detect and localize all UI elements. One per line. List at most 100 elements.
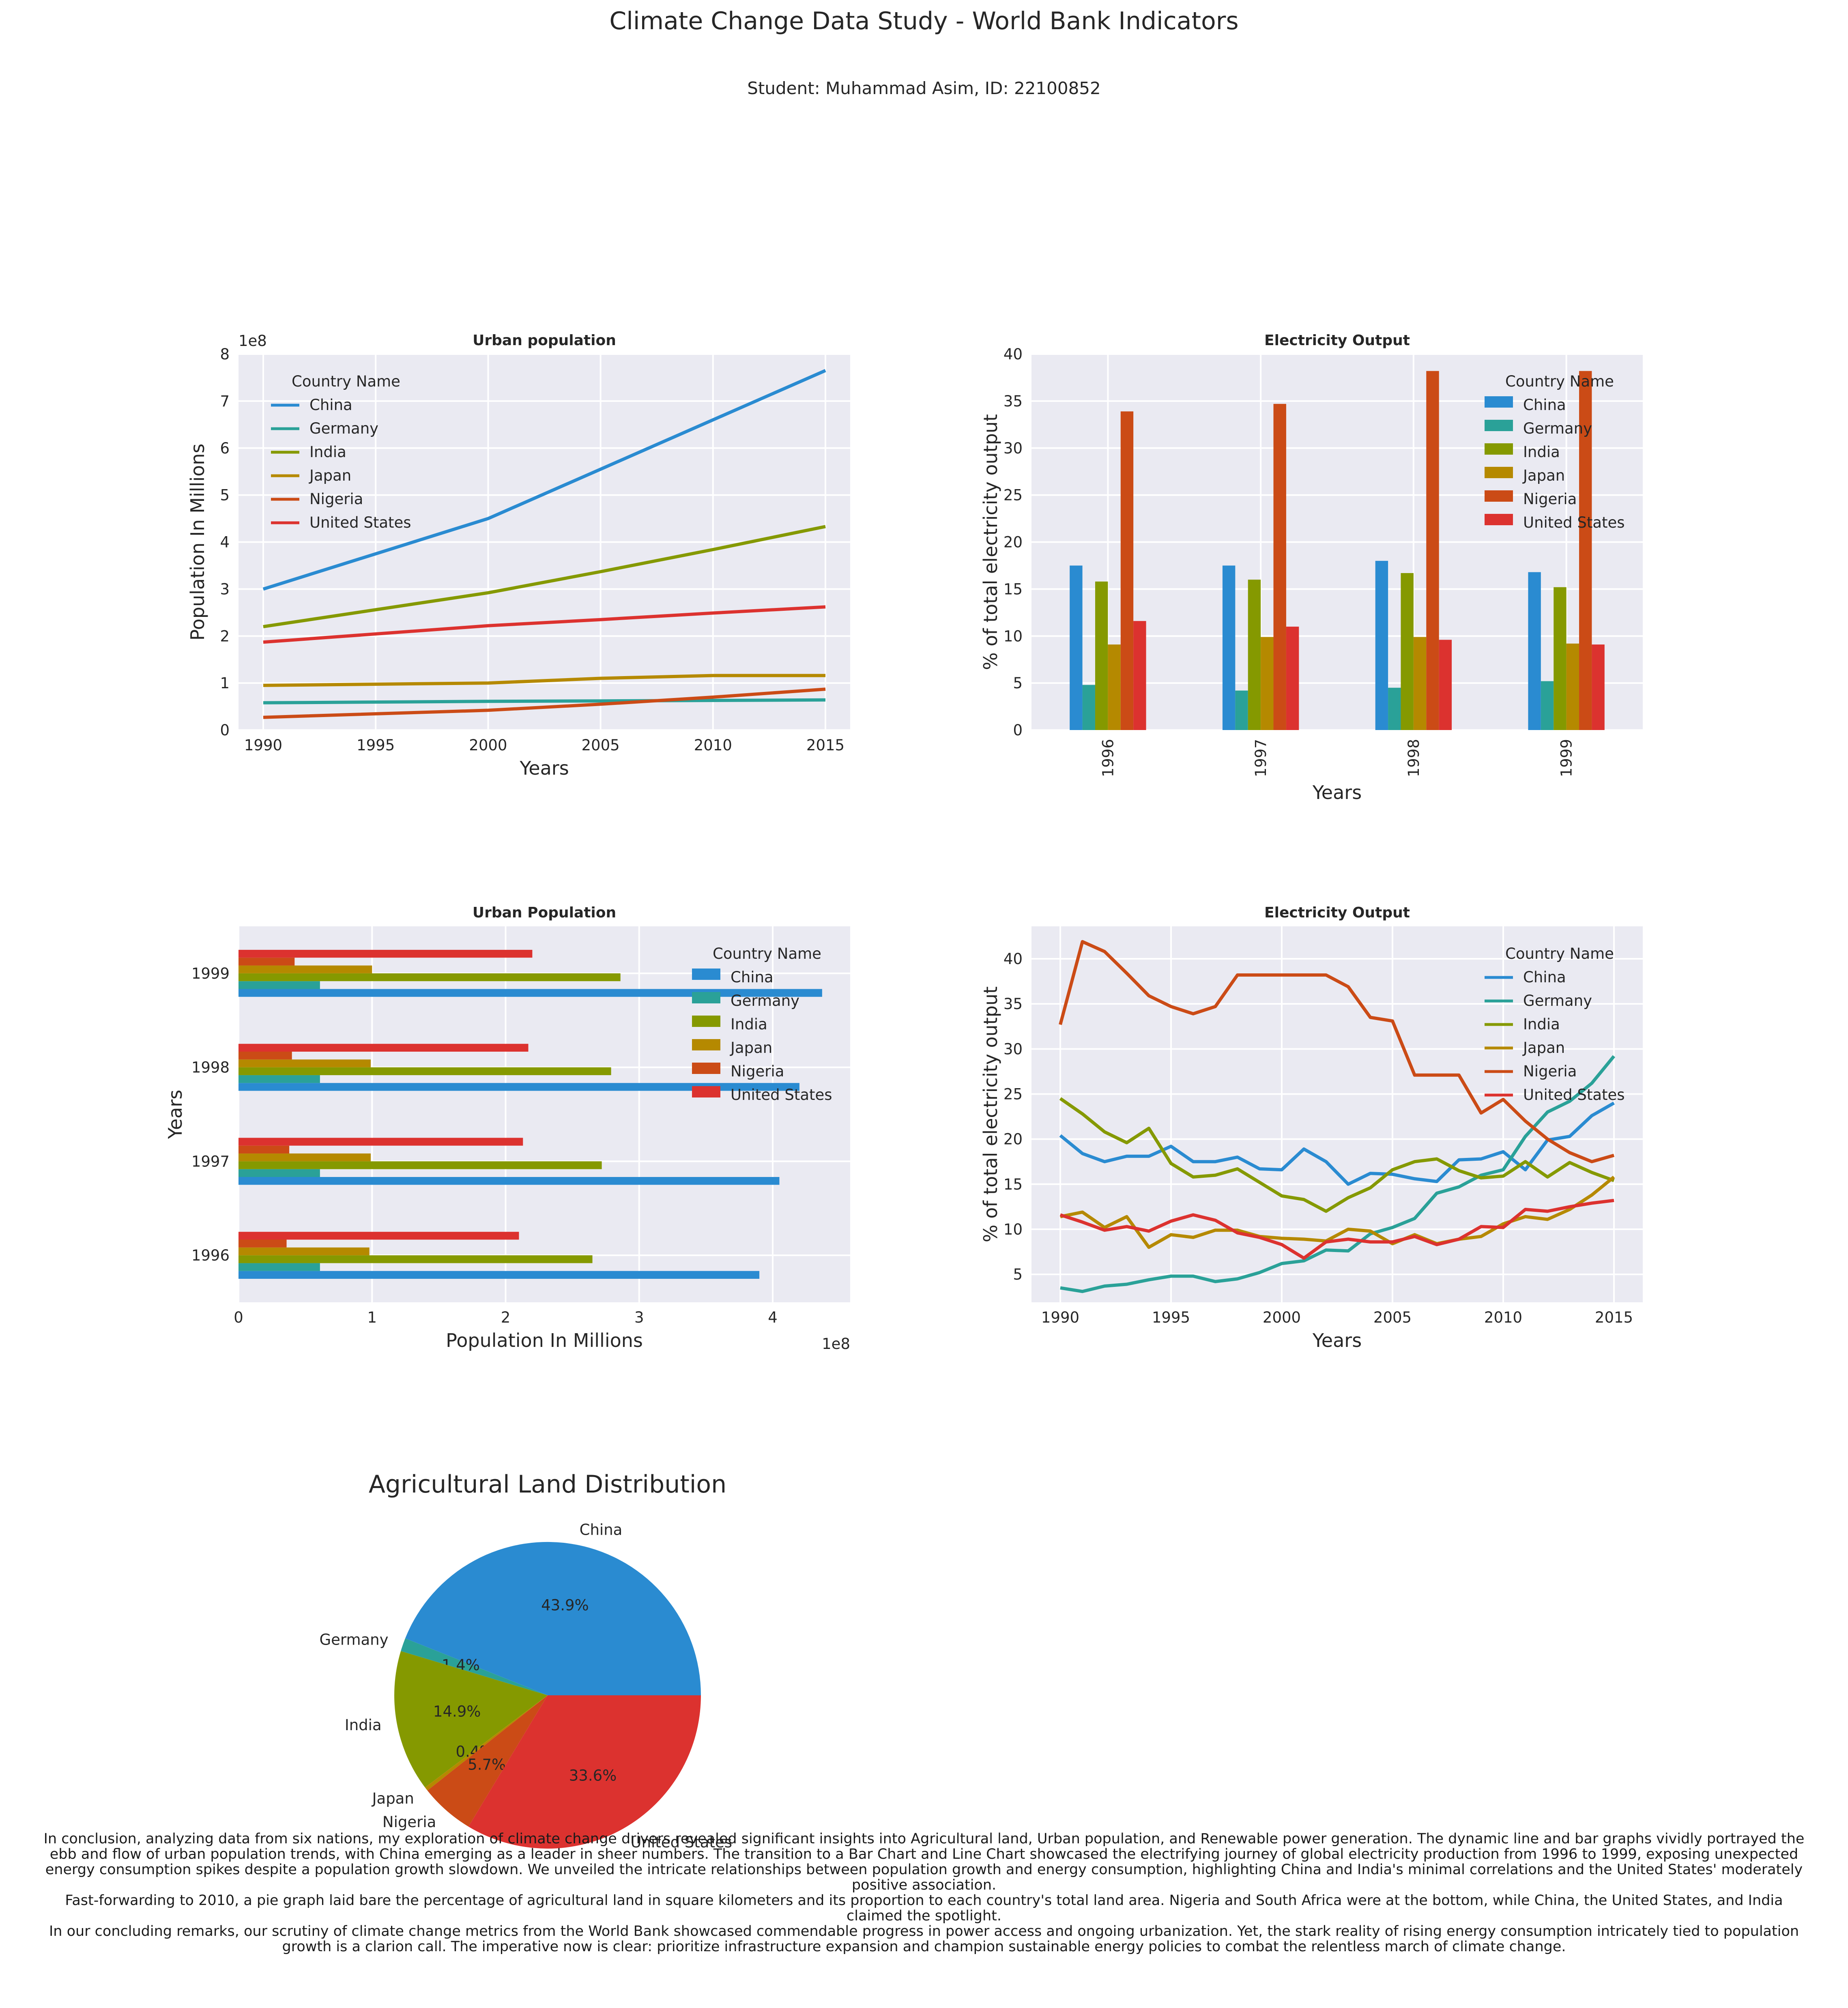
pie-label: Germany — [319, 1631, 388, 1649]
series-line — [263, 605, 826, 644]
bar — [1120, 411, 1134, 730]
legend-item: United States — [1523, 1086, 1625, 1104]
pie-slice — [425, 1695, 548, 1791]
x-tick-label: 1995 — [357, 737, 395, 754]
legend-item: China — [309, 396, 352, 414]
bar — [1222, 565, 1236, 730]
y-tick-label: 2 — [220, 627, 230, 645]
legend-swatch — [692, 1063, 720, 1074]
series-line — [1059, 1102, 1615, 1186]
legend-item: Japan — [730, 1039, 772, 1057]
bar — [239, 1271, 760, 1279]
conclusion-line: In conclusion, analyzing data from six n… — [43, 1831, 1805, 1847]
legend-swatch — [1485, 467, 1513, 478]
x-tick-label: 4 — [768, 1309, 778, 1326]
y-tick-label: 10 — [1004, 627, 1023, 645]
legend-item: India — [1523, 443, 1560, 461]
conclusion-line: growth is a clarion call. The imperative… — [282, 1939, 1566, 1955]
y-axis-label: % of total electricity output — [980, 414, 1001, 670]
bar — [239, 1067, 611, 1075]
x-axis-label: Years — [519, 757, 569, 779]
legend-swatch — [1485, 420, 1513, 431]
bar — [239, 989, 822, 997]
bar — [1095, 581, 1108, 730]
y-tick-label: 30 — [1004, 440, 1023, 457]
conclusion-text: In conclusion, analyzing data from six n… — [0, 1831, 1848, 1954]
legend: Country Name China Germany India Japan Nigeri… — [692, 945, 832, 1104]
conclusion-line: In our concluding remarks, our scrutiny … — [49, 1923, 1799, 1939]
pie-slice — [427, 1695, 548, 1827]
y-tick-label: 10 — [1004, 1221, 1023, 1238]
y-tick-label: 5 — [1013, 1266, 1023, 1283]
series-line — [263, 525, 826, 629]
x-tick-label: 3 — [634, 1309, 644, 1326]
bar — [239, 1232, 519, 1240]
pie-slice — [394, 1651, 548, 1788]
bar — [239, 1169, 320, 1177]
x-tick-label: 2000 — [1263, 1309, 1301, 1326]
chart-title: Urban population — [473, 332, 616, 349]
legend-item: Nigeria — [309, 490, 363, 508]
pie-percent-label: 33.6% — [569, 1767, 617, 1784]
y-tick-label: 5 — [220, 487, 230, 504]
y-tick-label: 35 — [1004, 393, 1023, 410]
y-tick-label: 1999 — [191, 965, 230, 982]
y-tick-label: 0 — [1013, 722, 1023, 739]
chart-title: Urban Population — [473, 904, 616, 921]
y-tick-label: 25 — [1004, 487, 1023, 504]
bar — [239, 973, 621, 981]
bar — [1592, 644, 1605, 730]
pie-label: Japan — [372, 1790, 414, 1807]
y-tick-label: 3 — [220, 580, 230, 598]
x-tick-label: 2 — [501, 1309, 511, 1326]
pie-label: United States — [630, 1834, 732, 1851]
legend-item: India — [309, 443, 346, 461]
legend-item: United States — [1523, 514, 1625, 531]
bar — [1388, 687, 1401, 730]
bar — [1528, 572, 1541, 730]
legend-swatch — [692, 1039, 720, 1050]
y-tick-label: 5 — [1013, 674, 1023, 692]
pie-percent-label: 43.9% — [541, 1596, 589, 1614]
series-line — [1060, 1175, 1615, 1249]
legend-item: Nigeria — [1523, 490, 1577, 508]
legend-item: Nigeria — [1523, 1063, 1577, 1080]
legend-swatch — [1485, 396, 1513, 408]
x-tick-label: 2005 — [582, 737, 620, 754]
y-tick-label: 1 — [220, 674, 230, 692]
bar — [1133, 621, 1146, 730]
x-tick-label: 2000 — [469, 737, 507, 754]
legend-item: China — [1523, 396, 1566, 414]
bar — [1108, 644, 1121, 730]
legend-item: Japan — [1522, 1039, 1565, 1057]
bar — [239, 1052, 292, 1060]
conclusion-line: claimed the spotlight. — [847, 1908, 1001, 1924]
legend-swatch — [692, 969, 720, 980]
legend: Country Name China Germany India Japan Nigeri… — [271, 373, 411, 531]
bar — [1070, 565, 1083, 730]
y-tick-label: 25 — [1004, 1085, 1023, 1103]
legend-swatch — [692, 1016, 720, 1027]
bar — [239, 1247, 370, 1256]
chart-title: Electricity Output — [1264, 904, 1410, 921]
bar — [239, 965, 372, 973]
pie-label: Nigeria — [382, 1813, 436, 1831]
x-tick-label: 2015 — [806, 737, 844, 754]
x-tick-label: 1997 — [1252, 739, 1270, 777]
pie-percent-label: 14.9% — [433, 1703, 481, 1720]
bar — [239, 1153, 371, 1162]
bar — [1261, 637, 1274, 730]
x-tick-label: 2015 — [1595, 1309, 1633, 1326]
legend-item: China — [731, 969, 774, 986]
bar — [1579, 371, 1592, 730]
y-tick-label: 15 — [1004, 580, 1023, 598]
x-tick-label: 2005 — [1373, 1309, 1412, 1326]
legend-title: Country Name — [713, 945, 821, 962]
y-tick-label: 0 — [220, 722, 230, 739]
bar — [239, 1059, 371, 1067]
y-tick-label: 4 — [220, 534, 230, 551]
legend-item: Germany — [1523, 420, 1592, 437]
x-tick-label: 2010 — [694, 737, 732, 754]
legend-item: India — [1523, 1016, 1560, 1033]
